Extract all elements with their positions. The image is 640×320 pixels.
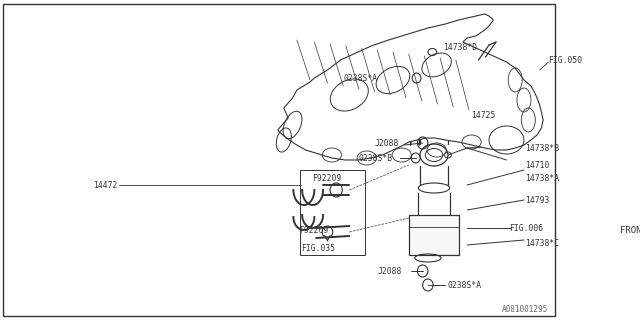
- Text: J2088: J2088: [378, 267, 402, 276]
- Text: 0238S*B: 0238S*B: [359, 154, 393, 163]
- Text: 14710: 14710: [525, 161, 549, 170]
- Bar: [300, 170, 365, 255]
- Polygon shape: [278, 14, 543, 160]
- Text: 14472: 14472: [93, 180, 118, 189]
- Text: 0238S*A: 0238S*A: [447, 281, 481, 290]
- Text: FIG.006: FIG.006: [509, 223, 543, 233]
- Text: J2088: J2088: [374, 139, 399, 148]
- Text: 14738*A: 14738*A: [525, 173, 559, 182]
- Text: 14738*B: 14738*B: [525, 143, 559, 153]
- Text: 14738*C: 14738*C: [525, 238, 559, 247]
- Text: 0238S*A: 0238S*A: [343, 74, 377, 83]
- Text: 14738*D: 14738*D: [443, 43, 477, 52]
- Text: FIG.035: FIG.035: [301, 244, 335, 252]
- Text: F92209: F92209: [312, 173, 342, 182]
- Text: A081001295: A081001295: [502, 305, 548, 314]
- Text: FRONT: FRONT: [620, 226, 640, 235]
- Bar: [409, 215, 460, 255]
- Text: 14793: 14793: [525, 196, 549, 204]
- Text: FIG.050: FIG.050: [548, 55, 582, 65]
- Text: 14725: 14725: [472, 110, 496, 119]
- Text: F92209: F92209: [299, 226, 328, 235]
